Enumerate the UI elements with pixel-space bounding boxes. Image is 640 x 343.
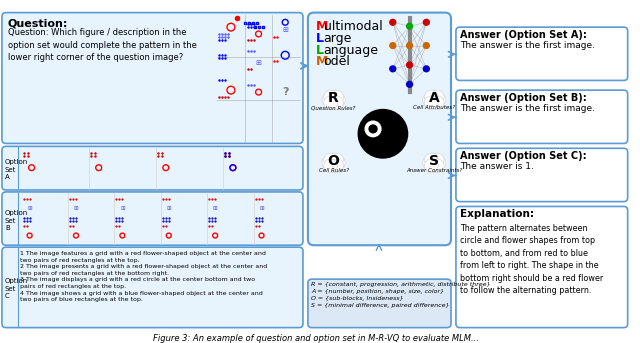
FancyBboxPatch shape [2,13,303,143]
Circle shape [406,23,413,29]
Circle shape [324,90,337,104]
FancyBboxPatch shape [2,146,303,190]
Circle shape [358,109,408,158]
Text: Explanation:: Explanation: [460,209,534,220]
Text: ⊞: ⊞ [120,206,125,211]
Text: The answer is the first image.: The answer is the first image. [460,41,595,50]
Circle shape [424,159,438,173]
Text: Option
Set
B: Option Set B [5,211,28,232]
Circle shape [424,43,429,48]
Circle shape [330,153,344,167]
FancyBboxPatch shape [456,206,628,328]
Text: Figure 3: An example of question and option set in M-R-VQ to evaluate MLM...: Figure 3: An example of question and opt… [153,334,479,343]
Circle shape [326,96,340,109]
Circle shape [422,93,436,107]
Circle shape [428,90,441,104]
Text: ⊞: ⊞ [28,206,32,211]
Circle shape [432,156,446,170]
Text: ⊞: ⊞ [255,60,262,66]
Text: ?: ? [282,87,289,97]
FancyBboxPatch shape [2,247,303,328]
Circle shape [422,156,436,170]
Circle shape [428,159,441,173]
Text: ⊞: ⊞ [166,206,171,211]
Circle shape [432,93,446,107]
Text: R = {constant, progression, arithmetic, distribute three}
A = {number, position,: R = {constant, progression, arithmetic, … [311,282,490,308]
Text: Option
Set
A: Option Set A [5,159,28,180]
Circle shape [369,125,377,133]
Text: odel: odel [324,55,351,68]
Circle shape [365,121,381,137]
FancyBboxPatch shape [456,90,628,143]
Text: Answer (Option Set C):: Answer (Option Set C): [460,151,586,161]
Text: ⊞: ⊞ [259,206,264,211]
Circle shape [406,43,413,48]
Text: Cell Attributes?: Cell Attributes? [413,105,455,110]
Text: O: O [328,154,339,168]
Text: arge: arge [324,32,352,45]
FancyBboxPatch shape [2,192,303,245]
Text: The answer is 1.: The answer is 1. [460,162,534,171]
FancyBboxPatch shape [308,13,451,245]
Circle shape [430,159,444,173]
Text: Answer Constraints?: Answer Constraints? [406,168,462,173]
Text: S: S [429,154,439,168]
Circle shape [330,90,344,104]
Text: ⊞: ⊞ [282,27,288,33]
Circle shape [428,96,441,109]
Text: 1 The image features a grid with a red flower-shaped object at the center and
tw: 1 The image features a grid with a red f… [20,251,267,302]
Text: Cell Rules?: Cell Rules? [319,168,349,173]
FancyBboxPatch shape [308,279,451,328]
Circle shape [326,153,340,167]
Circle shape [330,159,344,173]
Text: A: A [429,91,440,105]
Circle shape [424,66,429,72]
Text: ⊞: ⊞ [213,206,218,211]
Text: M: M [316,55,328,68]
Text: Answer (Option Set B):: Answer (Option Set B): [460,93,587,103]
Circle shape [390,43,396,48]
Text: L: L [316,44,324,57]
Circle shape [390,20,396,25]
FancyBboxPatch shape [456,27,628,81]
Text: Question Rules?: Question Rules? [312,105,356,110]
Circle shape [430,96,444,109]
Circle shape [428,153,441,167]
Circle shape [430,90,444,104]
Circle shape [424,90,438,104]
Text: Option
Set
C: Option Set C [5,278,28,299]
Text: Question: Which figure / description in the
option set would complete the patter: Question: Which figure / description in … [8,28,196,62]
Text: The pattern alternates between
circle and flower shapes from top
to bottom, and : The pattern alternates between circle an… [460,224,603,295]
Text: R: R [328,91,339,105]
FancyBboxPatch shape [456,148,628,202]
Circle shape [324,96,337,109]
Circle shape [332,156,345,170]
Circle shape [332,93,345,107]
Text: anguage: anguage [324,44,379,57]
Circle shape [424,153,438,167]
Circle shape [326,90,340,104]
Circle shape [322,156,336,170]
Text: M: M [316,20,328,33]
Text: Question:: Question: [8,19,68,28]
Text: L: L [316,32,324,45]
Text: Answer (Option Set A):: Answer (Option Set A): [460,30,587,40]
Circle shape [424,96,438,109]
Circle shape [330,96,344,109]
Circle shape [430,153,444,167]
Circle shape [324,153,337,167]
Circle shape [390,66,396,72]
Circle shape [406,62,413,68]
Circle shape [322,93,336,107]
Text: ⊞: ⊞ [74,206,78,211]
Circle shape [406,81,413,87]
Circle shape [324,159,337,173]
Text: The answer is the first image.: The answer is the first image. [460,104,595,113]
Text: ultimodal: ultimodal [324,20,383,33]
Circle shape [424,20,429,25]
Circle shape [326,159,340,173]
